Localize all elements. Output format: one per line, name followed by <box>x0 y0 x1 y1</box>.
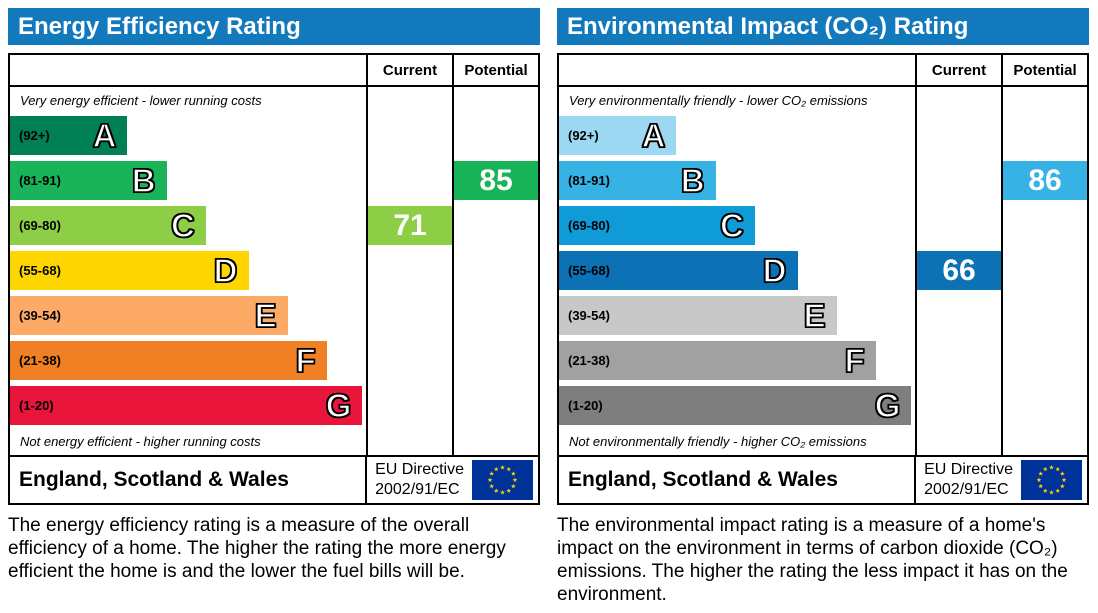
potential-column-divider <box>452 87 538 455</box>
energy-footer: England, Scotland & Wales EU Directive 2… <box>10 455 538 503</box>
band-f: (21-38) F <box>10 341 327 380</box>
band-range-label: (21-38) <box>19 353 61 368</box>
co2-top-note: Very environmentally friendly - lower CO… <box>569 92 868 108</box>
band-range-label: (81-91) <box>19 173 61 188</box>
region-label: England, Scotland & Wales <box>19 468 289 491</box>
current-column-divider <box>366 87 452 455</box>
energy-chart-box: Current Potential Very energy efficient … <box>8 53 540 505</box>
band-range-label: (21-38) <box>568 353 610 368</box>
current-column-header: Current <box>366 55 452 85</box>
band-letter: E <box>803 297 827 334</box>
eu-flag-icon <box>1021 460 1082 500</box>
band-range-label: (1-20) <box>19 398 54 413</box>
potential-column-header: Potential <box>1001 55 1087 85</box>
band-letter: C <box>719 207 744 244</box>
band-range-label: (39-54) <box>19 308 61 323</box>
current-rating-value: 66 <box>917 251 1001 290</box>
eu-flag-wrap <box>472 457 538 503</box>
potential-column-divider <box>1001 87 1087 455</box>
band-range-label: (69-80) <box>19 218 61 233</box>
co2-panel-title: Environmental Impact (CO₂) Rating <box>557 8 1089 45</box>
band-g: (1-20) G <box>559 386 912 425</box>
co2-footer: England, Scotland & Wales EU Directive 2… <box>559 455 1087 503</box>
eu-directive-label: EU Directive 2002/91/EC <box>365 457 472 503</box>
band-d: (55-68) D <box>10 251 249 290</box>
band-range-label: (92+) <box>19 128 50 143</box>
band-letter: G <box>874 387 901 424</box>
band-letter: G <box>325 387 352 424</box>
potential-rating-value: 85 <box>454 161 538 200</box>
current-column-divider <box>915 87 1001 455</box>
band-g: (1-20) G <box>10 386 363 425</box>
eu-directive-line1: EU Directive <box>375 461 464 478</box>
band-b: (81-91) B <box>10 161 167 200</box>
current-rating-value: 71 <box>368 206 452 245</box>
band-range-label: (39-54) <box>568 308 610 323</box>
band-range-label: (69-80) <box>568 218 610 233</box>
band-f: (21-38) F <box>559 341 876 380</box>
band-letter: C <box>170 207 195 244</box>
band-a: (92+) A <box>10 116 128 155</box>
energy-panel-title: Energy Efficiency Rating <box>8 8 540 45</box>
co2-rating-chart: Very environmentally friendly - lower CO… <box>559 87 1087 455</box>
eu-directive-line1: EU Directive <box>924 461 1013 478</box>
band-e: (39-54) E <box>10 296 288 335</box>
band-range-label: (92+) <box>568 128 599 143</box>
eu-directive-label: EU Directive 2002/91/EC <box>914 457 1021 503</box>
eu-flag-wrap <box>1021 457 1087 503</box>
spacer-cell <box>559 55 915 85</box>
eu-directive-line2: 2002/91/EC <box>924 481 1009 498</box>
eu-directive-line2: 2002/91/EC <box>375 481 460 498</box>
band-c: (69-80) C <box>559 206 755 245</box>
band-e: (39-54) E <box>559 296 837 335</box>
band-a: (92+) A <box>559 116 677 155</box>
band-letter: A <box>92 117 117 154</box>
potential-column-header: Potential <box>452 55 538 85</box>
band-d: (55-68) D <box>559 251 798 290</box>
band-letter: B <box>680 162 705 199</box>
band-range-label: (55-68) <box>568 263 610 278</box>
co2-column-headers: Current Potential <box>559 55 1087 87</box>
spacer-cell <box>10 55 366 85</box>
band-letter: A <box>641 117 666 154</box>
co2-chart-box: Current Potential Very environmentally f… <box>557 53 1089 505</box>
band-range-label: (81-91) <box>568 173 610 188</box>
band-c: (69-80) C <box>10 206 206 245</box>
band-b: (81-91) B <box>559 161 716 200</box>
band-letter: D <box>762 252 787 289</box>
energy-column-headers: Current Potential <box>10 55 538 87</box>
band-letter: F <box>295 342 317 379</box>
band-letter: B <box>131 162 156 199</box>
band-letter: F <box>844 342 866 379</box>
region-label: England, Scotland & Wales <box>568 468 838 491</box>
co2-bottom-note: Not environmentally friendly - higher CO… <box>569 434 867 449</box>
energy-bottom-note: Not energy efficient - higher running co… <box>20 434 261 449</box>
co2-description: The environmental impact rating is a mea… <box>557 515 1068 605</box>
potential-rating-value: 86 <box>1003 161 1087 200</box>
energy-description: The energy efficiency rating is a measur… <box>8 515 506 582</box>
eu-flag-icon <box>472 460 533 500</box>
band-range-label: (55-68) <box>19 263 61 278</box>
energy-efficiency-panel: Energy Efficiency Rating Current Potenti… <box>8 8 540 606</box>
band-range-label: (1-20) <box>568 398 603 413</box>
energy-top-note: Very energy efficient - lower running co… <box>20 92 262 108</box>
band-letter: E <box>254 297 278 334</box>
energy-rating-chart: Very energy efficient - lower running co… <box>10 87 538 455</box>
band-letter: D <box>213 252 238 289</box>
environmental-impact-panel: Environmental Impact (CO₂) Rating Curren… <box>557 8 1089 606</box>
current-column-header: Current <box>915 55 1001 85</box>
